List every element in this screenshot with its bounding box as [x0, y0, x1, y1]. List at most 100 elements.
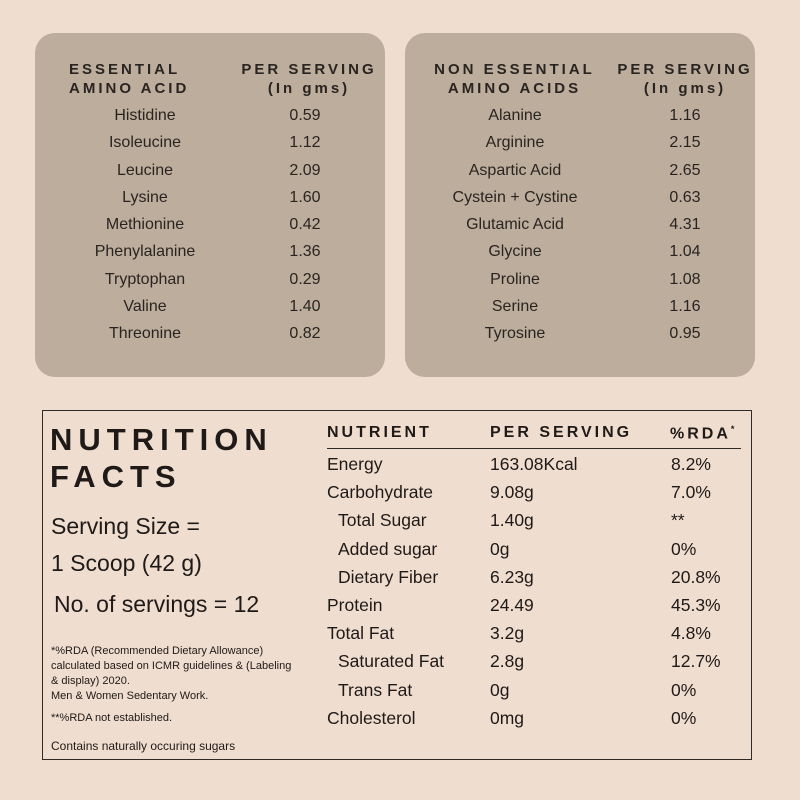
nutrient-rda: 12.7% [671, 651, 721, 672]
nutrient-name: Total Sugar [338, 510, 427, 531]
non-essential-header-line2: AMINO ACIDS [447, 80, 582, 97]
nutrient-rows: Energy 163.08Kcal 8.2% Carbohydrate 9.08g 7.0… [43, 453, 751, 735]
nutrient-name: Carbohydrate [327, 482, 434, 503]
number-of-servings: No. of servings = 12 [54, 591, 260, 617]
nutrient-rda: 4.8% [671, 623, 711, 644]
nutrient-per-serving: 2.8g [490, 651, 525, 672]
serving-size-label: Serving Size = [51, 513, 200, 539]
amino-acid-row: Isoleucine 1.12 [35, 132, 385, 159]
nutrient-name: Saturated Fat [338, 651, 445, 672]
nutrient-rda: 8.2% [671, 454, 711, 474]
nutrient-name: Total Fat [327, 623, 395, 644]
nutrient-rda: 45.3% [671, 594, 721, 615]
header-divider [327, 448, 741, 449]
amino-acid-name: Lysine [122, 188, 168, 206]
nutrient-row: Protein 24.49 45.3% [43, 594, 751, 622]
amino-acid-row: Serine 1.16 [405, 296, 755, 323]
essential-per-serving-header: PER SERVING (In gms) [239, 60, 379, 98]
amino-acid-value: 1.16 [669, 107, 701, 124]
amino-acid-row: Proline 1.08 [405, 269, 755, 296]
rda-header-text: %RDA [670, 425, 731, 443]
amino-acid-value: 2.15 [669, 134, 701, 152]
nutrition-title-line1: NUTRITION [50, 422, 273, 457]
serving-size-value: 1 Scoop (42 g) [51, 550, 202, 576]
non-essential-amino-acid-card: NON ESSENTIAL AMINO ACIDS PER SERVING (I… [405, 33, 755, 377]
nutrient-column-header: NUTRIENT [327, 424, 432, 441]
non-essential-header-line1: NON ESSENTIAL [434, 61, 595, 78]
amino-acid-value: 1.08 [669, 270, 701, 288]
nutrient-per-serving: 1.40g [490, 510, 534, 531]
nutrient-rda: 0% [671, 538, 697, 559]
amino-acid-value: 2.09 [289, 161, 321, 179]
nutrient-per-serving: 3.2g [490, 623, 525, 644]
essential-per-serving-line2: (In gms) [267, 80, 351, 97]
nutrient-row: Saturated Fat 2.8g 12.7% [43, 650, 751, 678]
amino-acid-value: 0.59 [289, 107, 321, 124]
amino-acid-row: Lysine 1.60 [35, 187, 385, 214]
nutrient-row: Dietary Fiber 6.23g 20.8% [43, 566, 751, 594]
amino-acid-value: 0.95 [669, 325, 701, 343]
amino-acid-name: Tryptophan [104, 270, 186, 288]
nutrient-per-serving: 6.23g [490, 566, 534, 587]
nutrient-per-serving: 0g [490, 679, 510, 700]
rda-not-established-note: **%RDA not established. [51, 712, 173, 724]
rda-footnote-text: *%RDA (Recommended Dietary Allowance) ca… [51, 645, 292, 687]
amino-acid-value: 0.63 [669, 188, 701, 206]
nutrient-row: Energy 163.08Kcal 8.2% [43, 453, 751, 481]
nutrient-row: Total Sugar 1.40g ** [43, 509, 751, 537]
amino-acid-name: Glutamic Acid [466, 216, 564, 234]
amino-acid-row: Leucine 2.09 [35, 160, 385, 187]
amino-acid-value: 1.36 [289, 243, 321, 261]
amino-acid-row: Aspartic Acid 2.65 [405, 160, 755, 187]
amino-acid-row: Methionine 0.42 [35, 214, 385, 241]
nutrient-rda: 0% [671, 707, 697, 728]
essential-header-line1: ESSENTIAL [69, 61, 181, 78]
amino-acid-value: 1.60 [289, 188, 321, 206]
rda-footnote: *%RDA (Recommended Dietary Allowance) ca… [51, 644, 301, 704]
amino-acid-name: Cystein + Cystine [452, 188, 578, 206]
rda-column-header: %RDA* [670, 424, 734, 443]
nutrient-per-serving: 0g [490, 538, 510, 559]
nutrient-row: Added sugar 0g 0% [43, 538, 751, 566]
amino-acid-name: Phenylalanine [94, 243, 196, 261]
non-essential-per-serving-line2: (In gms) [643, 80, 727, 97]
amino-acid-value: 4.31 [669, 216, 701, 234]
nutrient-name: Dietary Fiber [338, 566, 439, 587]
nutrient-per-serving: 9.08g [490, 482, 534, 503]
amino-acid-row: Arginine 2.15 [405, 132, 755, 159]
nutrient-row: Trans Fat 0g 0% [43, 679, 751, 707]
nutrient-rda: 0% [671, 679, 697, 700]
amino-acid-value: 1.12 [289, 134, 321, 152]
amino-acid-row: Histidine 0.59 [35, 105, 385, 132]
amino-acid-value: 0.82 [289, 325, 321, 343]
essential-header: ESSENTIAL AMINO ACID [69, 60, 189, 98]
nutrient-name: Added sugar [338, 538, 438, 559]
nutrient-row: Cholesterol 0mg 0% [43, 707, 751, 735]
nutrient-per-serving: 163.08Kcal [490, 454, 578, 474]
amino-acid-row: Glycine 1.04 [405, 241, 755, 268]
nutrient-name: Cholesterol [327, 707, 416, 728]
nutrition-facts-panel: NUTRITION FACTS Serving Size = 1 Scoop (… [42, 410, 752, 760]
amino-acid-name: Serine [491, 298, 539, 316]
nutrition-title-line2: FACTS [50, 459, 182, 494]
amino-acid-name: Aspartic Acid [468, 161, 562, 179]
essential-header-line2: AMINO ACID [69, 80, 190, 97]
amino-acid-row: Threonine 0.82 [35, 323, 385, 350]
nutrient-name: Trans Fat [338, 679, 413, 700]
amino-acid-name: Valine [123, 298, 167, 316]
amino-acid-row: Valine 1.40 [35, 296, 385, 323]
amino-acid-name: Methionine [105, 216, 185, 234]
amino-acid-row: Cystein + Cystine 0.63 [405, 187, 755, 214]
essential-per-serving-line1: PER SERVING [241, 61, 377, 78]
non-essential-header: NON ESSENTIAL AMINO ACIDS [427, 60, 602, 98]
amino-acid-row: Alanine 1.16 [405, 105, 755, 132]
amino-acid-name: Leucine [116, 161, 174, 179]
amino-acid-value: 0.42 [289, 216, 321, 234]
rda-footnote-work: Men & Women Sedentary Work. [51, 690, 209, 702]
amino-acid-name: Proline [490, 270, 540, 288]
amino-acid-value: 1.40 [289, 298, 321, 316]
amino-acid-name: Threonine [108, 325, 182, 343]
amino-acid-value: 0.29 [289, 270, 321, 288]
nutrient-rda: ** [671, 510, 685, 531]
amino-acid-value: 1.16 [669, 298, 701, 316]
